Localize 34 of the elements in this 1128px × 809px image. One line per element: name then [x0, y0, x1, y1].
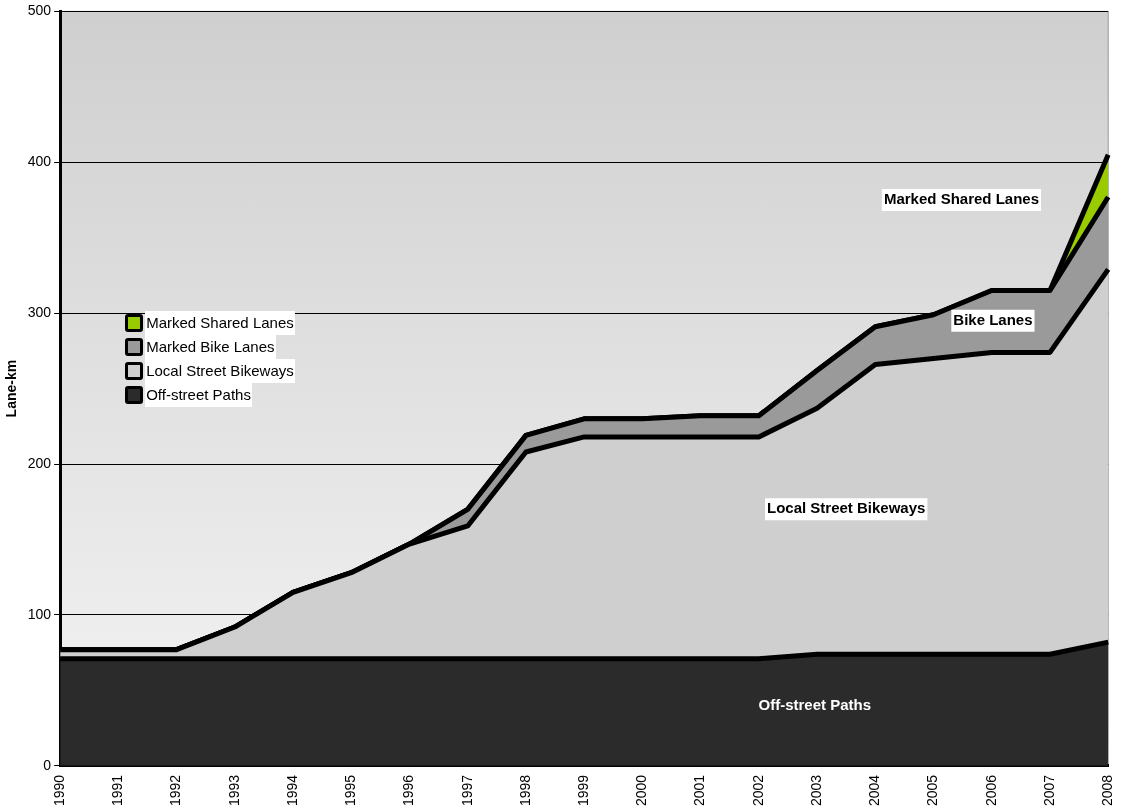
- x-tick-label: 2001: [691, 774, 708, 807]
- x-tick-label: 1990: [51, 774, 68, 807]
- x-tick-label: 2003: [807, 774, 824, 807]
- annotation: Off-street Paths: [758, 695, 872, 713]
- x-tick-label: 2002: [749, 774, 766, 807]
- annotation: Local Street Bikeways: [766, 499, 926, 517]
- x-tick-label: 1993: [225, 774, 242, 807]
- x-tick-label: 2005: [924, 774, 941, 807]
- x-tick-label: 2000: [633, 774, 650, 807]
- y-tick-label: 0: [43, 756, 52, 773]
- x-tick-label: 1998: [516, 774, 533, 807]
- x-tick-label: 1997: [458, 774, 475, 807]
- x-tick-label: 1992: [167, 774, 184, 807]
- x-tick-label: 1995: [342, 774, 359, 807]
- y-tick-label: 200: [27, 454, 52, 471]
- x-tick-label: 2008: [1099, 774, 1116, 807]
- x-tick-label: 1996: [400, 774, 417, 807]
- y-tick-label: 400: [27, 153, 52, 170]
- y-axis-title: Lane-km: [3, 359, 20, 418]
- y-tick-label: 100: [27, 605, 52, 622]
- y-tick-label: 300: [27, 304, 52, 321]
- x-tick-label: 2007: [1040, 774, 1057, 807]
- x-tick-label: 2006: [982, 774, 999, 807]
- legend-label: Marked Shared Lanes: [145, 310, 295, 335]
- x-tick-label: 1994: [283, 774, 300, 807]
- legend-label: Off-street Paths: [145, 382, 252, 407]
- y-tick-label: 500: [27, 2, 52, 19]
- annotation: Marked Shared Lanes: [883, 190, 1040, 208]
- legend-label: Marked Bike Lanes: [145, 334, 276, 359]
- x-tick-label: 1999: [575, 774, 592, 807]
- annotation: Bike Lanes: [953, 310, 1033, 328]
- legend-label: Local Street Bikeways: [145, 358, 295, 383]
- x-tick-label: 2004: [866, 774, 883, 807]
- x-tick-label: 1991: [109, 774, 126, 807]
